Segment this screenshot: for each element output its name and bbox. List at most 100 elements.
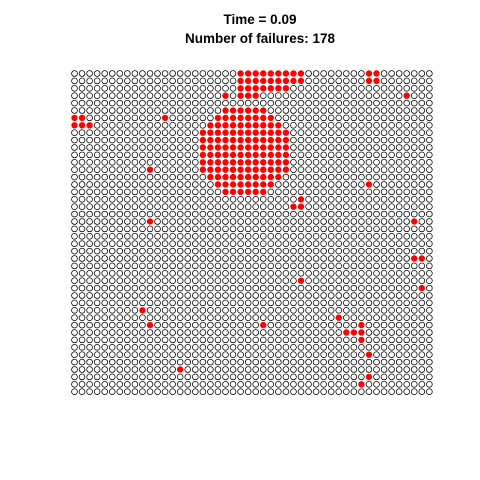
failed-node — [244, 151, 252, 159]
ok-node — [365, 225, 373, 233]
ok-node — [275, 307, 282, 314]
ok-node — [116, 99, 124, 107]
failed-node — [78, 122, 86, 129]
ok-node — [131, 203, 139, 210]
ok-node — [169, 344, 176, 351]
ok-node — [146, 336, 154, 344]
ok-node — [388, 114, 395, 122]
ok-node — [222, 225, 229, 233]
ok-node — [343, 107, 350, 114]
ok-node — [139, 210, 146, 218]
ok-node — [297, 166, 305, 173]
ok-node — [229, 203, 237, 210]
failed-node — [365, 351, 373, 358]
ok-node — [222, 99, 229, 107]
ok-node — [320, 107, 327, 114]
ok-node — [124, 277, 131, 284]
ok-node — [410, 196, 418, 203]
failed-node — [260, 181, 267, 188]
ok-node — [244, 344, 252, 351]
ok-node — [124, 159, 131, 166]
ok-node — [229, 196, 237, 203]
ok-node — [93, 381, 101, 388]
ok-node — [146, 247, 154, 255]
ok-node — [101, 107, 108, 114]
ok-node — [267, 284, 275, 292]
ok-node — [275, 196, 282, 203]
ok-node — [199, 122, 207, 129]
ok-node — [290, 85, 297, 92]
ok-node — [297, 99, 305, 107]
ok-node — [410, 358, 418, 366]
ok-node — [78, 85, 86, 92]
ok-node — [418, 196, 426, 203]
ok-node — [176, 336, 184, 344]
ok-node — [252, 366, 259, 373]
ok-node — [101, 336, 108, 344]
ok-node — [71, 388, 78, 395]
ok-node — [131, 210, 139, 218]
ok-node — [395, 151, 403, 159]
ok-node — [108, 255, 116, 262]
ok-node — [320, 225, 327, 233]
ok-node — [146, 77, 154, 85]
ok-node — [116, 196, 124, 203]
ok-node — [327, 210, 335, 218]
ok-node — [252, 203, 259, 210]
ok-node — [343, 336, 350, 344]
ok-node — [373, 114, 380, 122]
failed-node — [199, 159, 207, 166]
ok-node — [244, 270, 252, 277]
ok-node — [312, 181, 320, 188]
ok-node — [192, 314, 199, 321]
ok-node — [154, 284, 161, 292]
ok-node — [237, 99, 244, 107]
ok-node — [403, 336, 410, 344]
failed-node — [252, 159, 259, 166]
failed-node — [282, 159, 290, 166]
ok-node — [101, 151, 108, 159]
ok-node — [403, 188, 410, 196]
ok-node — [192, 381, 199, 388]
ok-node — [184, 107, 192, 114]
ok-node — [184, 210, 192, 218]
ok-node — [131, 92, 139, 99]
ok-node — [327, 129, 335, 136]
failed-node — [237, 107, 244, 114]
ok-node — [395, 240, 403, 247]
ok-node — [71, 344, 78, 351]
ok-node — [71, 144, 78, 151]
ok-node — [365, 388, 373, 395]
ok-node — [192, 247, 199, 255]
ok-node — [131, 173, 139, 181]
ok-node — [327, 99, 335, 107]
ok-node — [312, 218, 320, 225]
failed-node — [252, 85, 259, 92]
ok-node — [403, 136, 410, 144]
ok-node — [350, 366, 358, 373]
ok-node — [169, 247, 176, 255]
ok-node — [418, 99, 426, 107]
ok-node — [418, 181, 426, 188]
ok-node — [388, 336, 395, 344]
failed-node — [78, 114, 86, 122]
ok-node — [214, 85, 222, 92]
failed-node — [229, 181, 237, 188]
ok-node — [282, 218, 290, 225]
ok-node — [93, 77, 101, 85]
ok-node — [131, 366, 139, 373]
ok-node — [410, 173, 418, 181]
failed-node — [222, 107, 229, 114]
failed-node — [252, 122, 259, 129]
ok-node — [305, 351, 312, 358]
failed-node — [252, 92, 259, 99]
ok-node — [214, 210, 222, 218]
ok-node — [403, 373, 410, 381]
failed-node — [411, 218, 418, 225]
ok-node — [222, 196, 229, 203]
ok-node — [335, 77, 343, 85]
ok-node — [124, 284, 131, 292]
ok-node — [312, 262, 320, 270]
ok-node — [131, 270, 139, 277]
ok-node — [199, 107, 207, 114]
